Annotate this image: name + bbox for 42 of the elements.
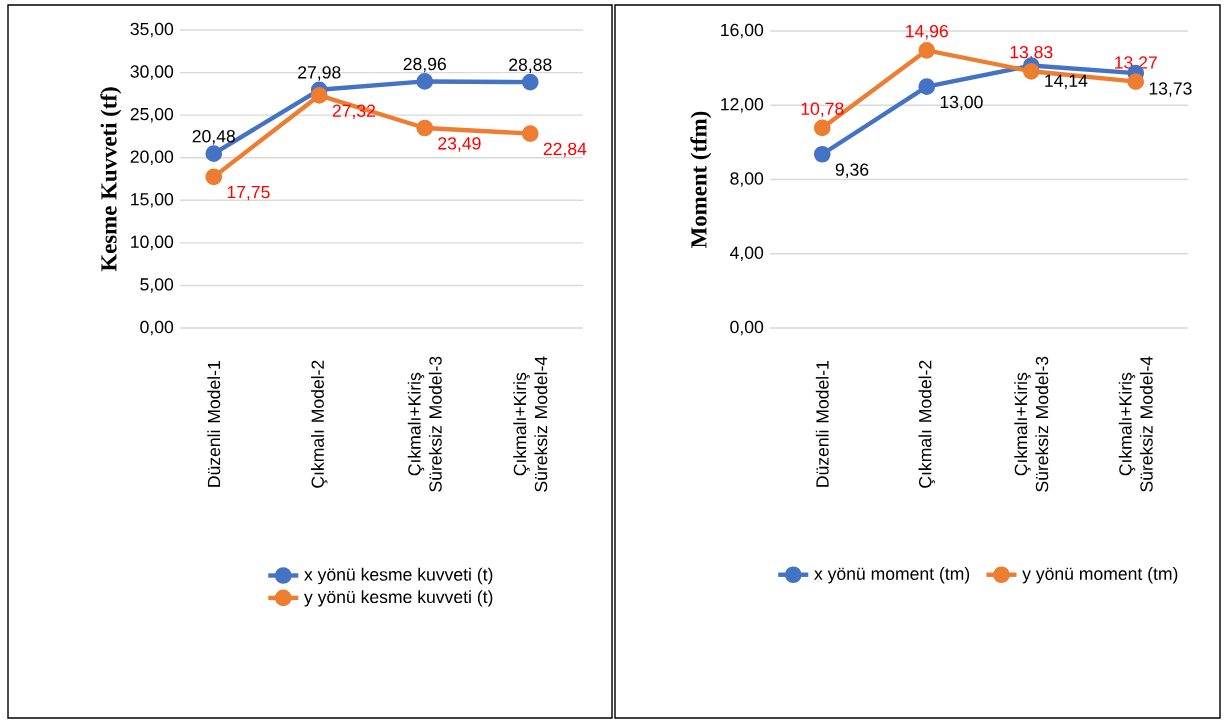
y-tick-label: 25,00: [130, 107, 174, 123]
legend-label: y yönü moment (tm): [1022, 567, 1178, 584]
y-tick-label: 35,00: [130, 22, 174, 38]
x-tick-label: Düzenli Model-1: [815, 361, 829, 487]
x-tick-label: Çıkmalı Model-2: [311, 360, 328, 488]
x-tick-label: Çıkmalı+Kiriş Süreksiz Model-4: [1118, 356, 1153, 492]
data-label: 13,00: [940, 95, 983, 111]
y-axis-title: Kesme Kuvveti (tf): [100, 87, 122, 272]
y-tick-label: 30,00: [130, 65, 174, 80]
y-tick-label: 5,00: [140, 278, 174, 293]
y-tick-label: 0,00: [140, 320, 174, 336]
data-label: 13,73: [1149, 82, 1192, 97]
data-label: 23,49: [438, 137, 481, 152]
legend-label: x yönü moment (tm): [814, 567, 970, 584]
data-label: 13,83: [1010, 45, 1053, 61]
y-tick-label: 10,00: [131, 235, 174, 251]
x-tick-label: Çıkmalı+Kiriş Süreksiz Model-3: [1014, 356, 1049, 492]
y-tick-label: 4,00: [730, 246, 764, 262]
y-tick-label: 0,00: [730, 320, 764, 336]
y-tick-label: 15,00: [131, 193, 174, 208]
x-tick-label: Çıkmalı+Kiriş Süreksiz Model-4: [513, 356, 548, 492]
data-label: 28,88: [509, 58, 552, 73]
data-label: 17,75: [227, 186, 270, 201]
data-label: 10,78: [801, 102, 844, 118]
y-axis-title: Moment (tfm): [690, 111, 712, 248]
data-label: 27,98: [298, 66, 341, 81]
x-tick-label: Çıkmalı Model-2: [918, 360, 935, 488]
y-tick-label: 16,00: [721, 23, 764, 39]
data-label: 14,14: [1045, 74, 1088, 90]
y-tick-label: 20,00: [130, 150, 174, 165]
data-label: 9,36: [835, 163, 869, 178]
x-tick-label: Çıkmalı+Kiriş Süreksiz Model-3: [407, 356, 442, 492]
y-tick-label: 8,00: [730, 172, 764, 187]
data-label: 20,48: [192, 129, 235, 145]
data-label: 28,96: [403, 57, 446, 73]
data-label: 14,96: [906, 24, 948, 40]
data-label: 22,84: [543, 142, 587, 158]
y-tick-label: 12,00: [721, 98, 764, 113]
legend-label: y yönü kesme kuvveti (t): [304, 590, 493, 607]
legend-label: x yönü kesme kuvveti (t): [304, 567, 493, 585]
data-label: 27,32: [332, 104, 376, 120]
x-tick-label: Düzenli Model-1: [207, 361, 221, 487]
